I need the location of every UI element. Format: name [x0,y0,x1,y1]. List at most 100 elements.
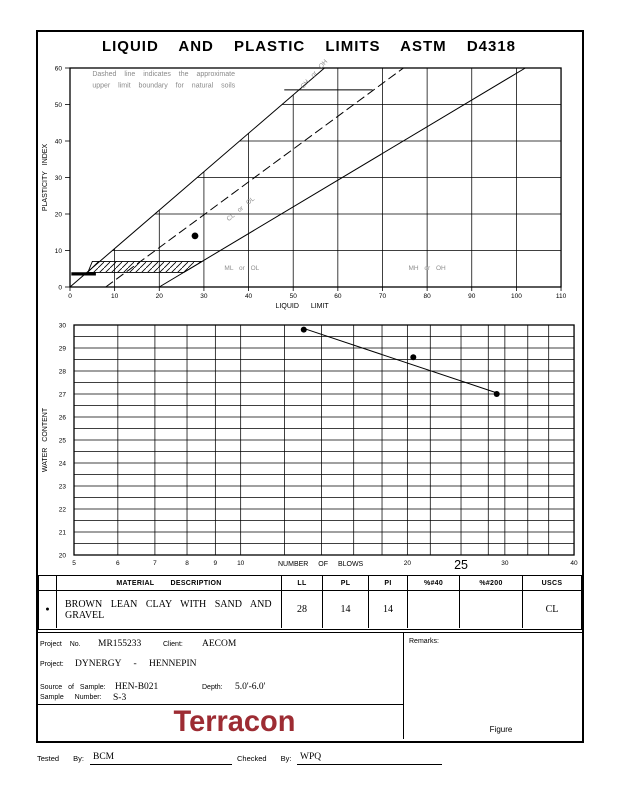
y-tick-label: 30 [55,175,63,182]
uscs-value: CL [522,591,581,628]
x-tick-label: 6 [116,560,120,567]
checked-by-value: WPQ [300,752,322,762]
y-tick-label: 0 [58,284,62,291]
flow-curve-chart: 20 21 22 23 24 25 26 27 28 29 30 5 6 7 8 9 10 20 30 40 25 NUM… [42,322,578,572]
y-tick-label: 29 [59,345,67,352]
y-tick-label: 50 [55,102,63,109]
x-tick-label: 80 [424,293,432,300]
project-label: Project: [40,661,64,668]
x-tick-label: 5 [72,560,76,567]
depth-value: 5.0'-6.0' [235,682,266,692]
plasticity-data-point [191,232,199,240]
y-tick-label: 26 [59,414,67,421]
results-table-header-row: MATERIAL DESCRIPTION LL PL PI %#40 %#200… [39,576,581,591]
tested-by-value: BCM [93,752,115,762]
y-tick-label: 21 [59,529,67,536]
remarks-label: Remarks: [409,638,439,645]
plasticity-grid [70,68,562,287]
logo-box: Terracon [38,704,403,739]
flow-data-point [410,354,417,361]
pct40-value [407,591,459,628]
a-line [159,67,526,288]
sample-label: Sample Number: [40,694,102,701]
pi-header: PI [368,576,407,591]
flow-plot-border [73,324,575,556]
x-tick-label: 20 [156,293,164,300]
x-tick-label: 20 [404,560,412,567]
uscs-header: USCS [522,576,581,591]
x-tick-label: 100 [511,293,522,300]
y-tick-label: 24 [59,460,67,467]
y-tick-label: 10 [55,248,63,255]
flow-data-point [300,326,307,333]
note-line2: upper limit boundary for natural soils [92,83,235,90]
y-tick-label: 30 [59,322,67,329]
client-value: AECOM [202,639,237,649]
page-title: LIQUID AND PLASTIC LIMITS ASTM D4318 [101,38,517,55]
flow-trend-line [303,327,497,394]
project-no-label: Project No. [40,641,81,648]
x-tick-label: 30 [501,560,509,567]
pct200-header: %#200 [459,576,522,591]
y-tick-label: 40 [55,138,63,145]
page-border [36,30,584,743]
source-value: HEN-B021 [115,682,159,692]
x-tick-label: 0 [68,293,72,300]
note-line1: Dashed line indicates the approximate [92,71,235,78]
project-name-value: DYNERGY - HENNEPIN [75,659,197,669]
x-tick-label: 90 [468,293,476,300]
pct200-value [459,591,522,628]
ll-header: LL [281,576,322,591]
marker-column-header [39,576,56,591]
tested-by-label: Tested By: [37,754,85,763]
checked-by-label: Checked By: [237,754,292,763]
zone-label: ML or OL [224,265,259,272]
depth-label: Depth: [202,684,223,691]
x-tick-label: 7 [153,560,157,567]
upper-boundary-line [69,67,325,288]
terracon-logo: Terracon [173,705,296,738]
flow-data-point [493,391,500,397]
sample-value: S-3 [113,693,127,703]
pct40-header: %#40 [407,576,459,591]
x-axis-title: LIQUID LIMIT [276,303,330,310]
ll-value: 28 [281,591,322,628]
project-info-box: Project No. MR155233 Client: AECOM Proje… [38,632,403,704]
x-tick-label: 50 [290,293,298,300]
client-label: Client: [163,641,183,648]
x-tick-label: 110 [556,293,567,300]
y-axis-title: PLASTICITY INDEX [42,144,49,212]
x-tick-label: 40 [245,293,253,300]
row-marker: ● [45,606,50,613]
material-description-value: BROWN LEAN CLAY WITH SAND AND GRAVEL [56,591,281,628]
checked-by-line: WPQ [297,751,442,765]
plasticity-chart: 0 10 20 30 40 50 60 70 80 90 100 110 0 10 20 30 40 50 60 ML… [42,58,567,310]
results-table-row: ● BROWN LEAN CLAY WITH SAND AND GRAVEL 2… [39,591,581,628]
y-tick-label: 20 [59,552,67,559]
x-tick-label: 30 [200,293,208,300]
signature-row: Tested By: BCM Checked By: WPQ [0,751,618,769]
x-tick-label: 10 [237,560,245,567]
x-tick-label: 60 [334,293,342,300]
x-tick-label: 40 [570,560,578,567]
x-tick-label: 8 [185,560,189,567]
y-tick-label: 25 [59,437,67,444]
pi-value: 14 [368,591,407,628]
pl-value: 14 [322,591,368,628]
x-tick-label-25: 25 [454,558,468,572]
y-tick-label: 22 [59,506,67,513]
y-axis-title: WATER CONTENT [42,407,49,472]
x-tick-label: 10 [111,293,119,300]
y-tick-label: 23 [59,483,67,490]
y-tick-label: 27 [59,391,67,398]
cl-ml-hatch-zone [87,260,204,273]
pl-header: PL [322,576,368,591]
tested-by-line: BCM [90,751,232,765]
zone-label: CL or OL [226,195,257,223]
y-tick-label: 28 [59,368,67,375]
material-description-header: MATERIAL DESCRIPTION [56,576,281,591]
u-line [105,67,404,288]
x-tick-label: 9 [214,560,218,567]
y-tick-label: 60 [55,65,63,72]
